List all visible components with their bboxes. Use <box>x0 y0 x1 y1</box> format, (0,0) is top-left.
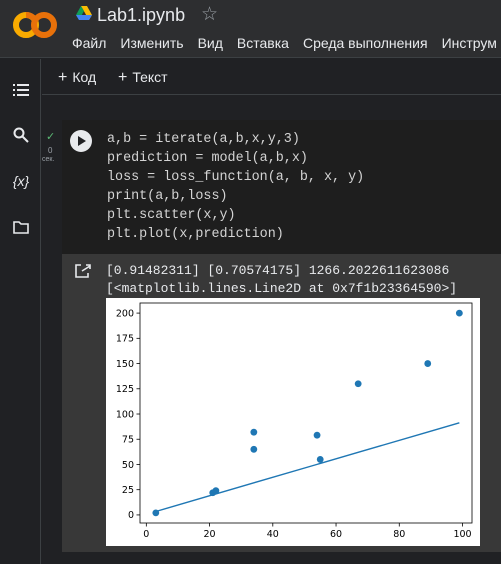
scatter-point <box>354 380 362 388</box>
y-tick-label: 0 <box>128 510 134 521</box>
code-line: print(a,b,loss) <box>107 189 228 204</box>
scatter-chart: 0 20 40 60 80 100 0 25 50 75 100 125 150 175 200 <box>116 302 473 540</box>
notebook-toolbar: + Код + Текст <box>42 60 501 95</box>
scatter-point <box>212 487 220 495</box>
google-drive-icon[interactable] <box>76 6 92 20</box>
scatter-point <box>316 456 324 463</box>
scatter-point <box>250 445 258 453</box>
menu-file[interactable]: Файл <box>72 35 107 51</box>
code-line: plt.scatter(x,y) <box>107 208 236 223</box>
code-line: loss = loss_function(a, b, x, y) <box>107 170 365 185</box>
plus-icon: + <box>118 69 128 86</box>
y-tick-label: 125 <box>116 384 134 395</box>
x-tick-label: 40 <box>267 529 279 540</box>
code-line: prediction = model(a,b,x) <box>107 151 308 166</box>
plus-icon: + <box>58 69 68 86</box>
y-tick-label: 25 <box>122 485 134 496</box>
output-line: [<matplotlib.lines.Line2D at 0x7f1b23364… <box>106 281 458 296</box>
variables-icon[interactable]: {x} <box>12 173 30 189</box>
y-tick-label: 200 <box>116 308 134 319</box>
colab-logo[interactable] <box>12 10 58 40</box>
y-tick-label: 100 <box>116 409 134 420</box>
output-line: [0.91482311] [0.70574175] 1266.202261162… <box>106 263 450 278</box>
x-tick-label: 60 <box>330 529 342 540</box>
y-tick-label: 150 <box>116 359 134 370</box>
menu-edit[interactable]: Изменить <box>120 35 184 51</box>
y-tick-label: 75 <box>122 435 134 446</box>
execution-count: 0 <box>48 146 53 155</box>
run-cell-button[interactable] <box>70 130 92 152</box>
menu-tools[interactable]: Инструм <box>441 35 497 51</box>
y-tick-label: 50 <box>122 460 134 471</box>
y-tick-label: 175 <box>116 334 134 345</box>
code-editor[interactable]: a,b = iterate(a,b,x,y,3) prediction = mod… <box>107 130 364 244</box>
code-cell[interactable] <box>62 120 501 254</box>
left-sidebar: {x} <box>0 59 41 564</box>
notebook-title[interactable]: Lab1.ipynb <box>97 5 186 25</box>
x-tick-label: 80 <box>393 529 405 540</box>
search-icon[interactable] <box>10 124 32 146</box>
output-redirect-icon[interactable] <box>74 263 92 279</box>
check-icon: ✓ <box>46 131 56 143</box>
x-tick-label: 100 <box>453 529 471 540</box>
scatter-point <box>424 360 432 367</box>
execution-unit: сек. <box>42 156 55 163</box>
folder-icon[interactable] <box>10 216 32 238</box>
scatter-point <box>313 431 321 439</box>
add-text-label: Текст <box>132 69 168 85</box>
add-text-button[interactable]: + Текст <box>118 69 168 87</box>
scatter-point <box>152 509 160 517</box>
code-line: plt.plot(x,prediction) <box>107 227 284 242</box>
x-tick-label: 20 <box>204 529 216 540</box>
plot-frame <box>139 302 473 524</box>
add-code-button[interactable]: + Код <box>58 69 96 87</box>
colab-header: Lab1.ipynb ☆ Файл Изменить Вид Вставка С… <box>0 0 501 58</box>
prediction-line <box>155 422 460 513</box>
menu-bar: Файл Изменить Вид Вставка Среда выполнен… <box>72 35 501 51</box>
x-tick-label: 0 <box>143 529 149 540</box>
table-of-contents-icon[interactable] <box>10 79 32 101</box>
add-code-label: Код <box>72 69 97 85</box>
output-text: [0.91482311] [0.70574175] 1266.202261162… <box>106 262 457 298</box>
plot-image: 0 20 40 60 80 100 0 25 50 75 100 125 150 175 200 <box>106 298 480 546</box>
menu-view[interactable]: Вид <box>197 35 223 51</box>
code-line: a,b = iterate(a,b,x,y,3) <box>107 132 300 147</box>
menu-insert[interactable]: Вставка <box>236 35 289 51</box>
scatter-point <box>250 428 258 436</box>
star-icon[interactable]: ☆ <box>201 4 219 25</box>
scatter-point <box>455 309 463 317</box>
menu-runtime[interactable]: Среда выполнения <box>302 35 428 51</box>
